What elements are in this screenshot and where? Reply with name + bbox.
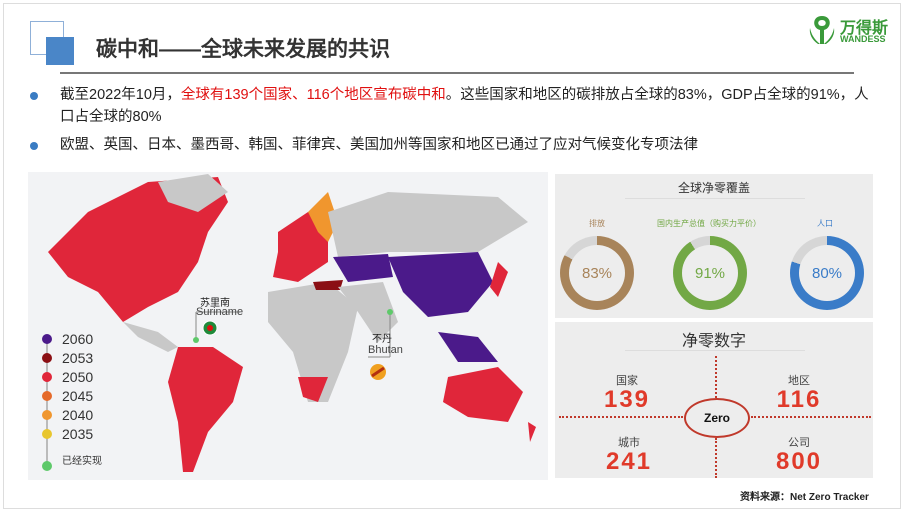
page-title: 碳中和——全球未来发展的共识	[96, 38, 390, 61]
bullet-highlight: 全球有139个国家、116个地区宣布碳中和	[180, 87, 446, 103]
legend-item: 2053	[42, 350, 93, 366]
world-map-graphic	[48, 174, 536, 472]
logo-text-en: WANDESS	[840, 34, 886, 44]
region-africa	[268, 282, 358, 402]
region-south-america	[168, 347, 243, 472]
stat-label: 城市	[618, 437, 640, 449]
region-australia	[443, 367, 523, 422]
region-north-america	[48, 177, 228, 322]
logo-text-cn: 万得斯	[840, 20, 889, 37]
decor-square-filled	[46, 37, 74, 65]
region-south-africa	[298, 377, 328, 402]
legend-label: 已经实现	[62, 455, 102, 467]
bullet-1: 截至2022年10月，全球有139个国家、116个地区宣布碳中和。这些国家和地区…	[30, 84, 880, 128]
suriname-label-en: Suriname	[196, 306, 243, 318]
legend-item: 已经实现	[42, 447, 102, 471]
region-turkey	[313, 280, 343, 290]
legend-label: 2050	[62, 369, 94, 385]
suriname-label-cn: 苏里南	[200, 298, 230, 309]
world-map: 苏里南 Suriname Suriname 不丹 Bhutan	[28, 172, 548, 480]
legend-dot	[42, 461, 52, 471]
bhutan-label-cn: 不丹	[372, 334, 392, 345]
region-japan	[490, 262, 508, 297]
legend-item: 2035	[42, 426, 93, 442]
emissions-donut: 83%	[560, 236, 634, 310]
legend-dot	[42, 391, 52, 401]
net-zero-title: 净零数字	[681, 333, 746, 350]
region-china	[388, 252, 493, 317]
legend-item: 2040	[42, 407, 93, 423]
coverage-label: 国内生产总值（购买力平价）	[657, 219, 761, 228]
region-se-asia	[438, 332, 498, 362]
suriname-marker	[193, 337, 199, 343]
stat-label: 国家	[616, 375, 638, 387]
legend-item: 2060	[42, 331, 93, 347]
legend-dot	[42, 372, 52, 382]
donut-value: 80%	[799, 245, 855, 301]
legend-label: 2045	[62, 388, 94, 404]
stat-value: 241	[605, 448, 653, 475]
bullet-text: 欧盟、英国、日本、墨西哥、韩国、菲律宾、美国加州等国家和地区已通过了应对气候变化…	[60, 137, 698, 153]
legend-label: 2035	[62, 426, 94, 442]
stat-value: 116	[776, 386, 822, 413]
coverage-panel: 全球净零覆盖 排放 国内生产总值（购买力平价） 人口 83% 91% 80%	[555, 174, 873, 318]
bullet-dot	[30, 142, 38, 150]
zero-circle: Zero	[684, 398, 750, 438]
bhutan-label-en: Bhutan	[368, 344, 403, 356]
logo-icon	[809, 16, 835, 44]
coverage-label: 排放	[589, 219, 605, 228]
stat-label: 公司	[788, 437, 810, 449]
title-divider	[60, 72, 854, 74]
slide	[3, 3, 901, 509]
donut-value: 83%	[569, 245, 625, 301]
stat-label: 地区	[788, 375, 810, 387]
legend-label: 2040	[62, 407, 94, 423]
region-central-america	[123, 322, 178, 352]
net-zero-numbers-panel: 净零数字 Zero 国家 139 地区 116 城市 241 公司 800	[555, 322, 873, 478]
logo: 万得斯 WANDESS	[808, 12, 898, 46]
bullet-2: 欧盟、英国、日本、墨西哥、韩国、菲律宾、美国加州等国家和地区已通过了应对气候变化…	[30, 134, 880, 156]
bhutan-marker	[387, 309, 393, 315]
stat-value: 139	[603, 386, 651, 413]
population-donut: 80%	[790, 236, 864, 310]
region-nz	[528, 422, 536, 442]
bullet-dot	[30, 92, 38, 100]
bullet-text: 截至2022年10月，	[60, 87, 181, 103]
region-russia	[328, 192, 528, 257]
legend-dot	[42, 353, 52, 363]
region-kazakhstan	[333, 254, 393, 282]
map-legend: 2060 2053 2050 2045 2040 2035 已经实现	[28, 325, 158, 475]
bullet-text: 。这些国家和地区的碳排放占全球的83%，GDP占全球的91%，人口占全球的80%	[60, 87, 869, 125]
gdp-donut: 91%	[673, 236, 747, 310]
region-europe	[273, 212, 328, 282]
region-nordic	[308, 192, 338, 242]
legend-item: 2050	[42, 369, 93, 385]
region-greenland	[158, 174, 228, 212]
region-middle-east	[338, 282, 398, 342]
legend-dot	[42, 410, 52, 420]
donut-value: 91%	[682, 245, 738, 301]
suriname-label-en-text: Suriname	[196, 306, 244, 318]
legend-label: 2060	[62, 331, 94, 347]
source-note: 资料来源：Net Zero Tracker	[740, 492, 869, 503]
legend-dot	[42, 429, 52, 439]
legend-dot	[42, 334, 52, 344]
legend-item: 2045	[42, 388, 93, 404]
stat-value: 800	[775, 448, 823, 475]
coverage-label: 人口	[817, 219, 833, 228]
coverage-title: 全球净零覆盖	[677, 181, 750, 195]
legend-label: 2053	[62, 350, 94, 366]
